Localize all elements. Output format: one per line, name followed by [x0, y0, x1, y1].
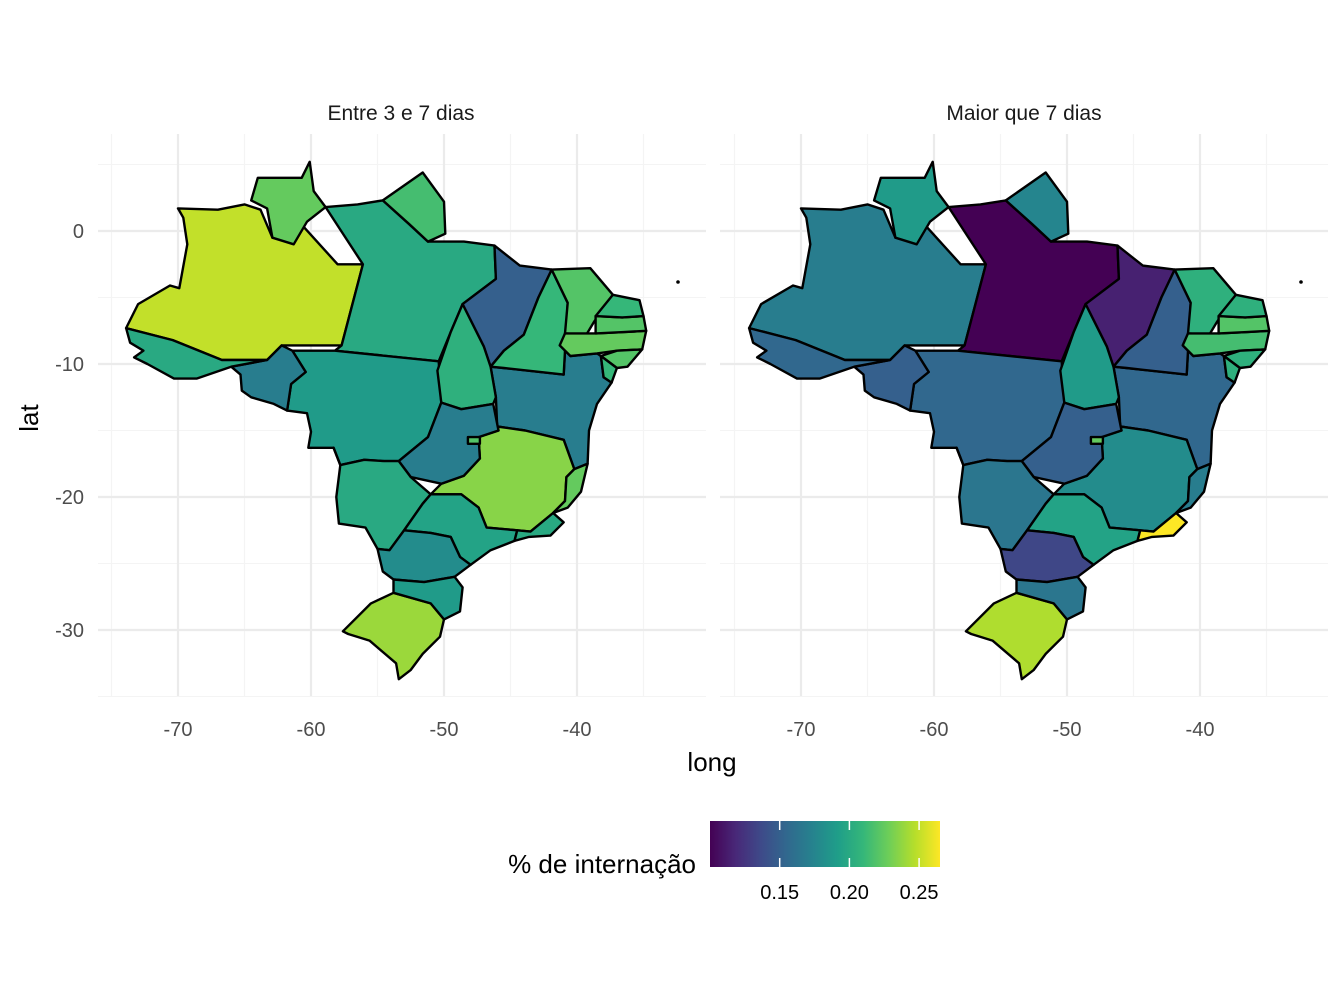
- facet-title-entre-3-e-7-dias: Entre 3 e 7 dias: [327, 102, 474, 125]
- state-rs: [964, 591, 1069, 681]
- panel-entre-3-e-7-dias: Entre 3 e 7 dias -70 -60 -50 -40: [98, 102, 706, 741]
- state-ac: [124, 326, 269, 380]
- y-tick-label: 0: [73, 221, 84, 243]
- island-dot: [676, 280, 680, 284]
- state-go: [1020, 401, 1123, 485]
- state-ap: [381, 171, 447, 243]
- state-sc: [392, 575, 464, 621]
- x-tick-label: -70: [787, 719, 816, 741]
- facet-title-maior-que-7-dias: Maior que 7 dias: [946, 102, 1101, 125]
- state-pb: [1217, 314, 1271, 335]
- state-go: [397, 401, 500, 485]
- state-es: [551, 462, 589, 515]
- state-ap: [1004, 171, 1070, 243]
- panel-states: [747, 160, 1271, 681]
- state-rr: [872, 160, 950, 246]
- state-rn: [594, 293, 645, 319]
- x-tick-label: -50: [1053, 719, 1082, 741]
- state-rr: [250, 160, 327, 246]
- panel-maior-que-7-dias: Maior que 7 dias -70 -60 -50 -40: [720, 102, 1328, 741]
- panel-states: [124, 160, 648, 681]
- x-tick-label: -50: [430, 719, 459, 741]
- colorbar-tick-label: 0.25: [900, 882, 939, 904]
- state-pb: [594, 314, 648, 335]
- colorbar-tick-label: 0.20: [830, 882, 869, 904]
- colorbar-tick-label: 0.15: [760, 882, 799, 904]
- y-tick-label: -20: [55, 487, 84, 509]
- state-rn: [1217, 293, 1268, 319]
- legend-title: % de internação: [508, 849, 696, 879]
- x-tick-label: -60: [920, 719, 949, 741]
- y-axis-ticks: 0 -10 -20 -30: [55, 221, 84, 642]
- x-axis-ticks: -70 -60 -50 -40: [164, 719, 592, 741]
- state-rs: [341, 591, 446, 681]
- state-ro: [230, 344, 307, 412]
- state-df: [1089, 435, 1105, 445]
- state-ce: [1173, 267, 1238, 336]
- colorbar: [710, 821, 940, 867]
- state-ce: [550, 267, 615, 336]
- x-tick-label: -40: [563, 719, 592, 741]
- x-axis-title: long: [687, 747, 736, 777]
- island-dot: [1299, 280, 1303, 284]
- y-tick-label: -30: [55, 620, 84, 642]
- state-se: [599, 354, 619, 384]
- x-tick-label: -70: [164, 719, 193, 741]
- y-axis-title: lat: [14, 403, 44, 431]
- state-es: [1174, 462, 1212, 515]
- state-pr: [999, 529, 1095, 584]
- y-tick-label: -10: [55, 354, 84, 376]
- state-ac: [747, 326, 892, 380]
- state-rj: [513, 511, 565, 543]
- colorbar-ticks: 0.15 0.20 0.25: [760, 821, 939, 904]
- state-rj: [1136, 511, 1188, 543]
- state-sc: [1015, 575, 1087, 621]
- state-pr: [376, 529, 472, 584]
- x-tick-label: -60: [297, 719, 326, 741]
- state-df: [466, 435, 482, 445]
- x-tick-label: -40: [1186, 719, 1215, 741]
- x-axis-ticks: -70 -60 -50 -40: [787, 719, 1215, 741]
- state-ro: [853, 344, 930, 412]
- state-se: [1222, 354, 1242, 384]
- colorbar-legend: % de internação 0.15 0.20 0.25: [508, 821, 940, 904]
